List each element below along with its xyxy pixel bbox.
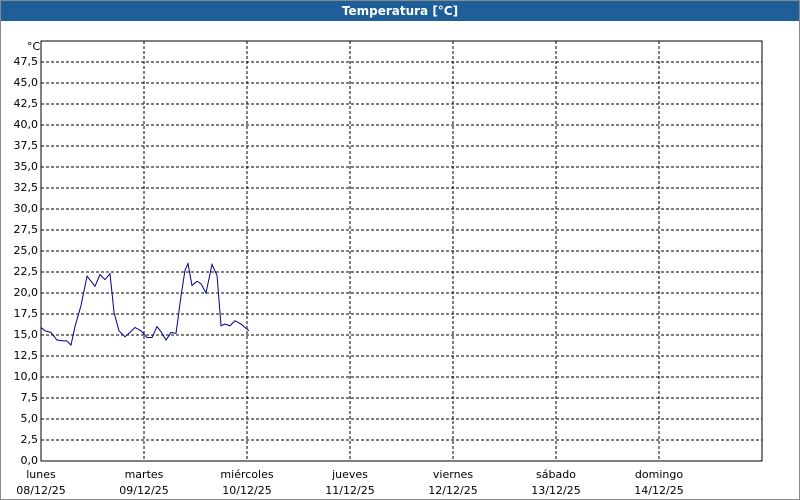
line: [40, 261, 250, 347]
y-tick-label: 45,0: [14, 76, 39, 89]
x-tick-label: jueves: [331, 468, 368, 481]
y-tick-label: 47,5: [14, 55, 39, 68]
y-unit: °C: [27, 40, 41, 53]
y-tick-label: 2,5: [21, 433, 39, 446]
title-bar: Temperatura [°C]: [1, 1, 799, 21]
x-tick-label: miércoles: [220, 468, 273, 481]
chart: °C 0,0 2,5 5,0 7,5 10,0 12,5 15,0 17,5 20,0 22,5 2…: [14, 40, 763, 497]
x-tick-label: sábado: [536, 468, 576, 481]
x-tick-date: 10/12/25: [222, 484, 271, 497]
x-tick-date: 11/12/25: [325, 484, 374, 497]
y-tick-label: 20,0: [14, 286, 39, 299]
y-tick-label: 5,0: [21, 412, 39, 425]
y-tick-label: 42,5: [14, 97, 39, 110]
y-tick-label: 17,5: [14, 307, 39, 320]
x-tick-date: 14/12/25: [634, 484, 683, 497]
y-tick-label: 40,0: [14, 118, 39, 131]
x-tick-label: domingo: [635, 468, 683, 481]
y-tick-label: 25,0: [14, 244, 39, 257]
y-tick-label: 27,5: [14, 223, 39, 236]
plot-frame: [40, 40, 763, 462]
y-tick-label: 35,0: [14, 160, 39, 173]
y-tick-label: 32,5: [14, 181, 39, 194]
x-tick-date: 13/12/25: [531, 484, 580, 497]
x-tick-label: lunes: [26, 468, 56, 481]
y-tick-label: 0,0: [21, 454, 39, 467]
x-tick-date: 08/12/25: [16, 484, 65, 497]
y-tick-label: 37,5: [14, 139, 39, 152]
y-tick-label: 12,5: [14, 349, 39, 362]
x-tick-date: 12/12/25: [428, 484, 477, 497]
y-tick-label: 7,5: [21, 391, 39, 404]
x-tick-date: 09/12/25: [119, 484, 168, 497]
y-tick-label: 15,0: [14, 328, 39, 341]
y-tick-label: 30,0: [14, 202, 39, 215]
x-tick-label: viernes: [433, 468, 473, 481]
x-tick-label: martes: [125, 468, 164, 481]
y-tick-label: 22,5: [14, 265, 39, 278]
y-tick-label: 10,0: [14, 370, 39, 383]
